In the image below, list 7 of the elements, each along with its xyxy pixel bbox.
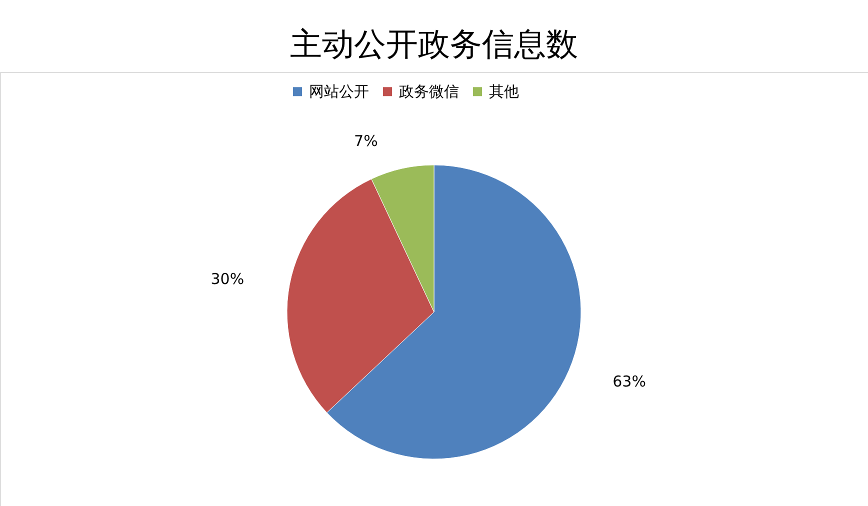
chart-title: 主动公开政务信息数 (290, 25, 578, 63)
data-label: 30% (210, 270, 244, 288)
data-label: 7% (354, 132, 378, 150)
legend-label: 其他 (489, 82, 519, 101)
legend-label: 网站公开 (309, 82, 369, 101)
data-label: 63% (612, 372, 646, 390)
legend-label: 政务微信 (399, 82, 459, 101)
